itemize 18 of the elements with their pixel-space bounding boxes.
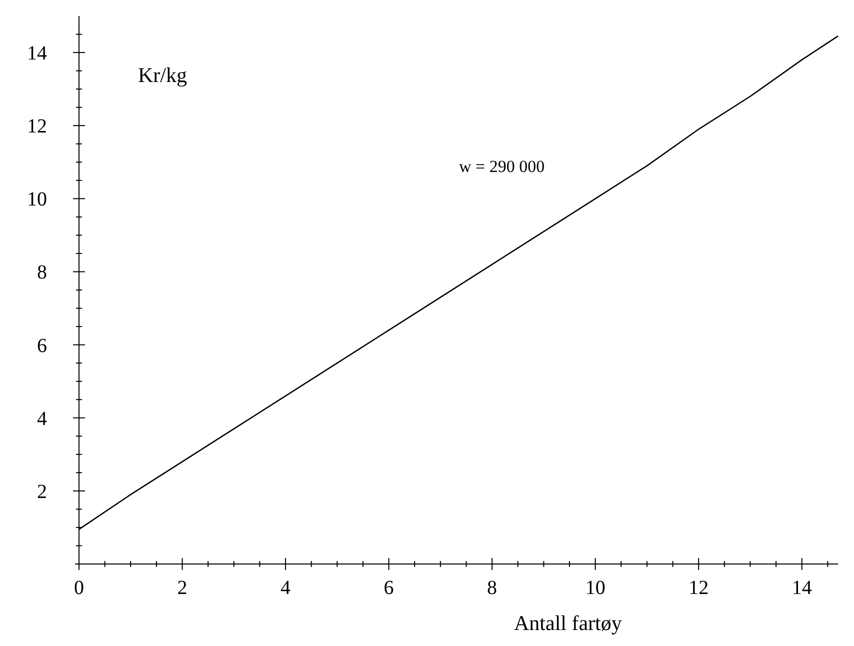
y-tick-label: 6 (37, 334, 47, 357)
annotation: w = 290 000 (459, 157, 545, 176)
x-axis-title: Antall fartøy (514, 611, 622, 635)
x-tick-label: 0 (74, 577, 84, 599)
y-tick-label: 14 (27, 42, 47, 65)
x-tick-label: 14 (792, 577, 812, 599)
x-tick-label: 8 (487, 577, 498, 599)
x-tick-label: 12 (688, 577, 709, 599)
x-tick-label: 4 (280, 577, 291, 599)
y-tick-label: 12 (27, 116, 47, 138)
y-tick-label: 4 (37, 408, 47, 430)
x-tick-label: 10 (585, 577, 606, 599)
y-tick-label: 2 (37, 480, 47, 503)
y-axis-title: Kr/kg (138, 63, 188, 87)
y-tick-label: 10 (27, 188, 47, 211)
y-tick-label: 8 (37, 262, 47, 284)
x-tick-label: 2 (177, 577, 188, 599)
x-tick-label: 6 (384, 577, 394, 599)
